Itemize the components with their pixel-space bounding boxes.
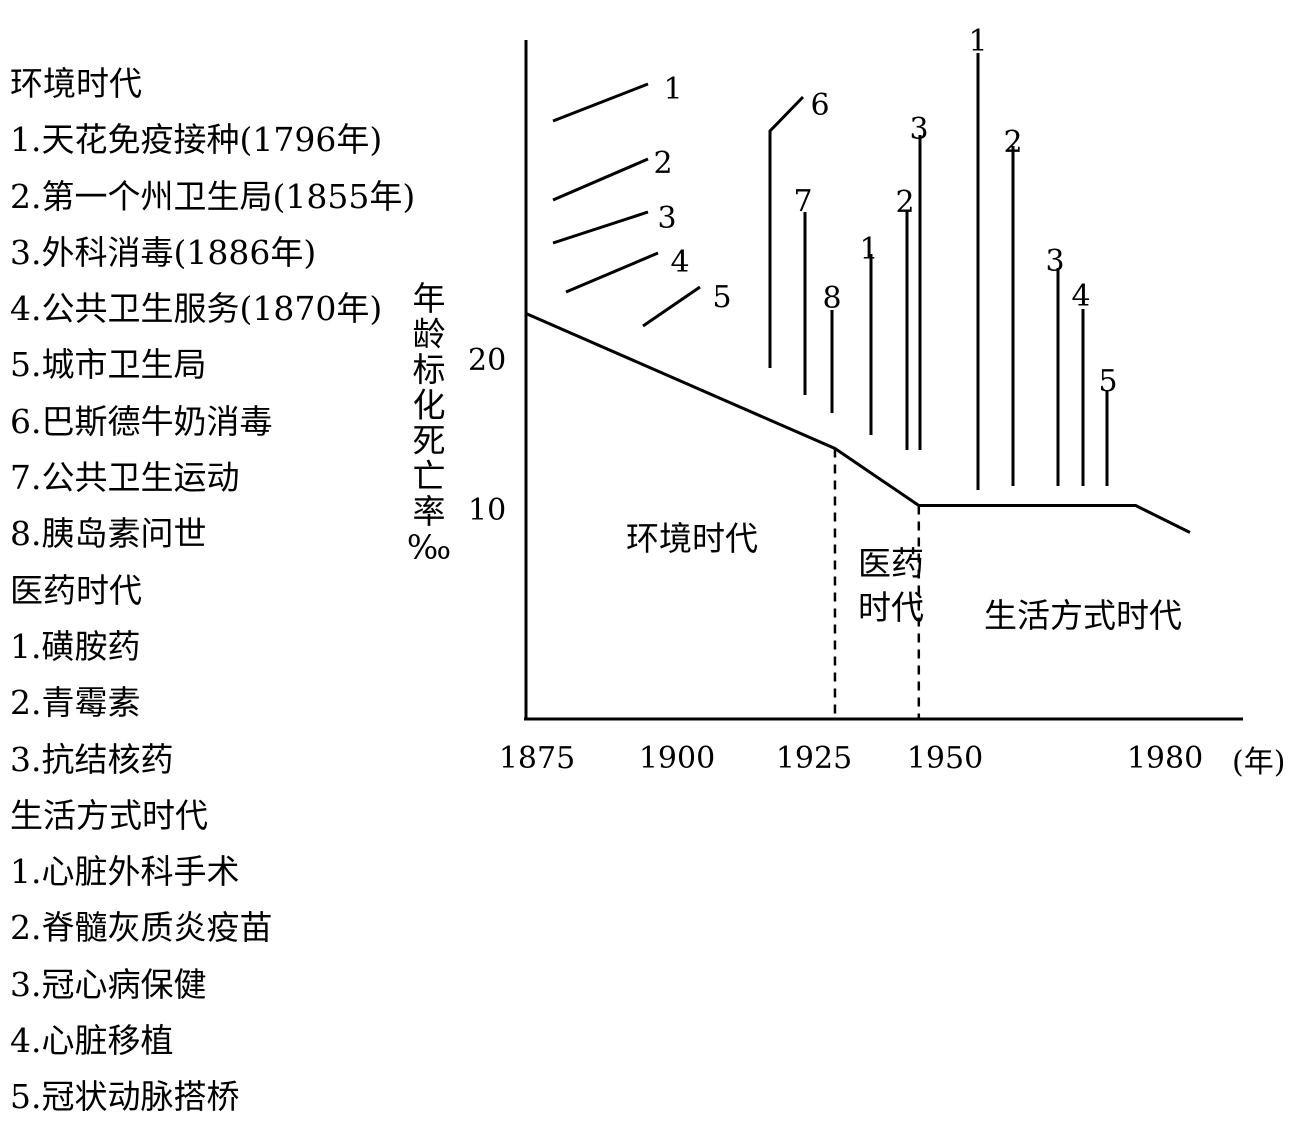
legend-item: 2.脊髓灰质炎疫苗 [10,908,273,948]
legend-item: 1.天花免疫接种(1796年) [10,120,383,160]
milestone-label: 1 [968,24,987,59]
milestone-label: 3 [1045,244,1064,279]
milestone-label: 2 [653,146,672,181]
y-tick-label: 20 [468,343,506,378]
legend-item: 4.公共卫生服务(1870年) [10,289,383,329]
milestone-line [552,157,649,202]
era-label: 医药时代 [858,544,924,627]
milestone-label: 1 [859,232,878,267]
legend-item: 医药时代 [10,570,142,610]
legend-item: 3.抗结核药 [10,739,174,779]
milestone-label: 3 [909,112,928,147]
era-label: 生活方式时代 [984,596,1182,635]
x-tick-label: 1875 [499,741,575,776]
legend-item: 环境时代 [10,64,142,103]
legend-item: 5.城市卫生局 [10,345,207,385]
y-axis-label-char: 龄 [413,315,446,354]
legend-item: 3.冠心病保健 [10,964,207,1004]
milestone-line [642,285,701,328]
milestone-label: 6 [810,88,829,123]
legend-item: 生活方式时代 [10,795,208,835]
legend-item: 7.公共卫生运动 [10,458,240,498]
legend-item: 5.冠状动脉搭桥 [10,1077,240,1117]
milestone-label: 5 [712,280,731,315]
x-tick-label: 1900 [639,741,715,776]
mortality-series-line [525,312,1191,534]
era-labels: 环境时代医药时代生活方式时代 [626,519,1182,635]
x-tick-label: 1950 [907,741,983,776]
milestone-label: 5 [1098,364,1117,399]
milestone-label: 1 [663,72,682,107]
era-dividers [833,448,921,718]
legend-item: 6.巴斯德牛奶消毒 [10,401,273,441]
x-tick-label: 1925 [776,741,852,776]
milestone-label: 2 [895,185,914,220]
legend-item: 3.外科消毒(1886年) [10,232,317,272]
legend-item: 1.磺胺药 [10,626,141,666]
milestone-line [552,210,649,245]
legend-item: 2.第一个州卫生局(1855年) [10,176,416,216]
legend-item: 8.胰岛素问世 [10,514,207,554]
milestone-label: 7 [793,184,812,219]
milestone-label: 8 [822,281,841,316]
y-axis-label-char: 化 [413,386,446,425]
milestone-line [565,251,659,294]
era-label: 环境时代 [626,519,758,558]
milestone-label: 2 [1003,125,1022,160]
milestone-label: 3 [657,201,676,236]
y-axis-label-char: 死 [413,421,446,460]
milestone-line [552,82,649,123]
y-axis-label-char: 标 [413,350,446,389]
y-axis-label-char: 率 [413,492,446,531]
x-tick-label: 1980 [1127,741,1203,776]
legend-item: 4.心脏移植 [10,1021,174,1061]
y-axis-label-char: ‰ [407,528,451,567]
legend-item: 2.青霉素 [10,683,141,723]
milestone-label: 4 [670,245,689,280]
milestone-label: 4 [1071,279,1090,314]
milestone-line [768,95,805,368]
y-tick-label: 10 [468,493,506,528]
milestone-legend: 环境时代 1.天花免疫接种(1796年) 2.第一个州卫生局(1855年) 3.外科消… [10,56,450,1126]
mortality-line [525,312,1191,534]
legend-item: 1.心脏外科手术 [10,852,240,892]
x-axis-unit: (年) [1232,745,1285,780]
x-tick-labels: 1875 1900 1925 1950 1980 [499,741,1203,776]
y-axis-label-char: 年 [413,279,446,318]
y-axis-label-char: 亡 [413,457,446,496]
